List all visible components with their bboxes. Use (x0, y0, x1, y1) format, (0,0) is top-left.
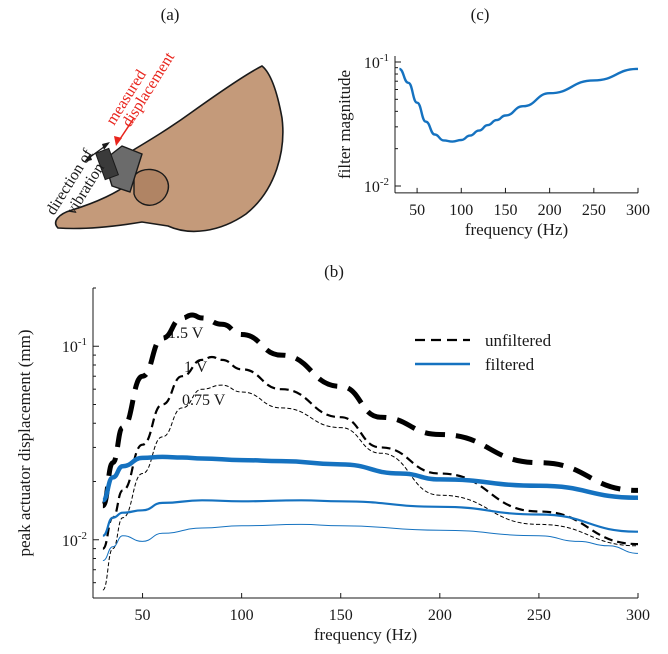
y-axis-label-c: filter magnitude (335, 70, 354, 179)
x-tick-label-c: 200 (538, 202, 562, 219)
x-tick-label-b: 50 (135, 607, 151, 624)
x-tick-label-c: 50 (409, 202, 425, 219)
ring-actuator (103, 145, 143, 193)
legend-label-1: filtered (485, 355, 535, 374)
hand-shape (54, 65, 284, 233)
x-axis-label-c: frequency (Hz) (465, 220, 568, 239)
thumb-shape (133, 168, 170, 206)
x-tick-label-c: 300 (626, 202, 650, 219)
x-tick-label-c: 100 (449, 202, 473, 219)
y-axis-label-b: peak actuator displacement (mm) (15, 329, 34, 556)
series-line-b-0 (100, 312, 639, 509)
series-line-b-5 (102, 523, 639, 562)
legend: unfiltered filtered (415, 331, 552, 374)
series-line-b-3 (101, 454, 639, 503)
vibration-arrow (84, 142, 110, 162)
panel-c-label: (c) (471, 5, 490, 24)
x-tick-label-c: 150 (493, 202, 517, 219)
y-tick-label-b: 10-2 (62, 530, 87, 550)
legend-label-0: unfiltered (485, 331, 552, 350)
voltage-label-1-5: 1.5 V (168, 325, 204, 342)
x-tick-label-b: 150 (329, 607, 353, 624)
measured-arrow (114, 117, 135, 146)
hand-illustration: (a) direction of vibration measured disp… (43, 5, 284, 233)
series-line-c-0 (398, 67, 639, 143)
panel-a-label: (a) (161, 5, 180, 24)
x-tick-label-b: 200 (428, 607, 452, 624)
series-line-b-4 (102, 499, 639, 537)
panel-b-chart: (b) 1.5 V 1 V 0.75 V 50 100 150 200 250 30010… (15, 262, 650, 644)
panel-b-label: (b) (324, 262, 344, 281)
x-axis-label-b: frequency (Hz) (314, 625, 417, 644)
y-tick-label-b: 10-1 (62, 336, 87, 356)
x-tick-label-b: 300 (626, 607, 650, 624)
series-line-b-2 (102, 384, 639, 591)
panel-c-chart: (c) 50 100 150 200 250 300 10-2 10-1 frequency (… (335, 5, 650, 239)
actuator-block (94, 147, 120, 181)
x-tick-label-b: 100 (230, 607, 254, 624)
x-tick-label-c: 250 (582, 202, 606, 219)
y-tick-label-c: 10-1 (364, 52, 389, 72)
voltage-label-0-75: 0.75 V (182, 392, 226, 409)
y-tick-label-c: 10-2 (364, 176, 389, 196)
series-line-b-1 (101, 355, 639, 550)
x-tick-label-b: 250 (527, 607, 551, 624)
